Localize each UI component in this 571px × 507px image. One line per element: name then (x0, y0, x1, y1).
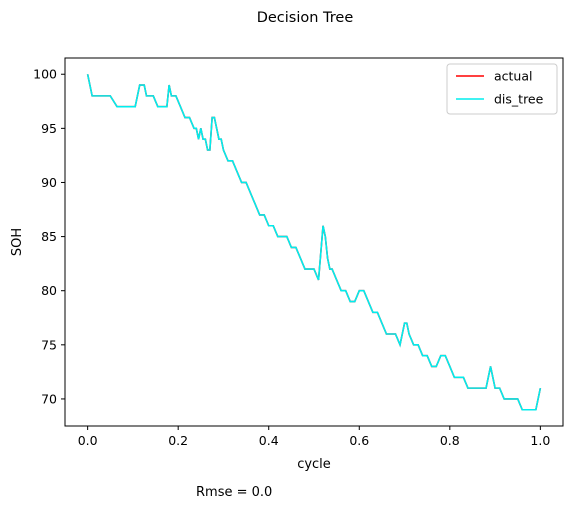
plot-area (64, 57, 564, 427)
y-axis-label: SOH (10, 228, 25, 256)
y-tick-label: 100 (33, 67, 57, 82)
legend-actual-label: actual (494, 69, 533, 84)
x-axis: 0.0 0.2 0.4 0.6 0.8 1.0 (78, 426, 550, 448)
rmse-text: Rmse = 0.0 (196, 485, 272, 500)
series-line-actual (86, 74, 542, 411)
x-tick-label: 0.6 (349, 433, 369, 448)
y-tick-label: 85 (41, 229, 57, 244)
y-axis: 70 75 80 85 90 95 100 (33, 67, 65, 406)
x-tick-label: 1.0 (530, 433, 550, 448)
plot-frame (64, 57, 564, 427)
x-tick-label: 0.2 (168, 433, 188, 448)
legend-dis-tree-label: dis_tree (494, 92, 544, 107)
y-tick-label: 70 (41, 391, 57, 406)
y-tick-label: 90 (41, 175, 57, 190)
y-tick-label: 95 (41, 121, 57, 136)
y-tick-label: 75 (41, 337, 57, 352)
x-tick-label: 0.8 (440, 433, 460, 448)
x-axis-label: cycle (297, 457, 331, 472)
y-tick-label: 80 (41, 283, 57, 298)
x-tick-label: 0.4 (259, 433, 279, 448)
chart-title: Decision Tree (257, 10, 354, 26)
x-tick-label: 0.0 (78, 433, 98, 448)
series-line-dis-tree (86, 74, 542, 411)
legend: actual dis_tree (446, 63, 558, 115)
